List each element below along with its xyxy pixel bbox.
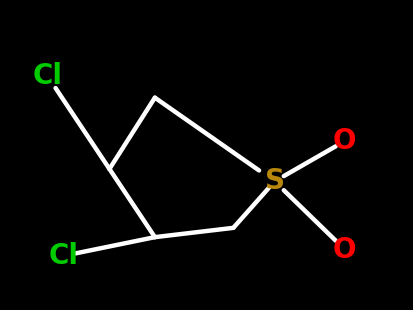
Text: Cl: Cl — [33, 62, 62, 90]
Text: O: O — [333, 127, 356, 155]
Text: Cl: Cl — [49, 242, 79, 270]
Text: O: O — [333, 236, 356, 264]
Text: S: S — [265, 167, 285, 195]
